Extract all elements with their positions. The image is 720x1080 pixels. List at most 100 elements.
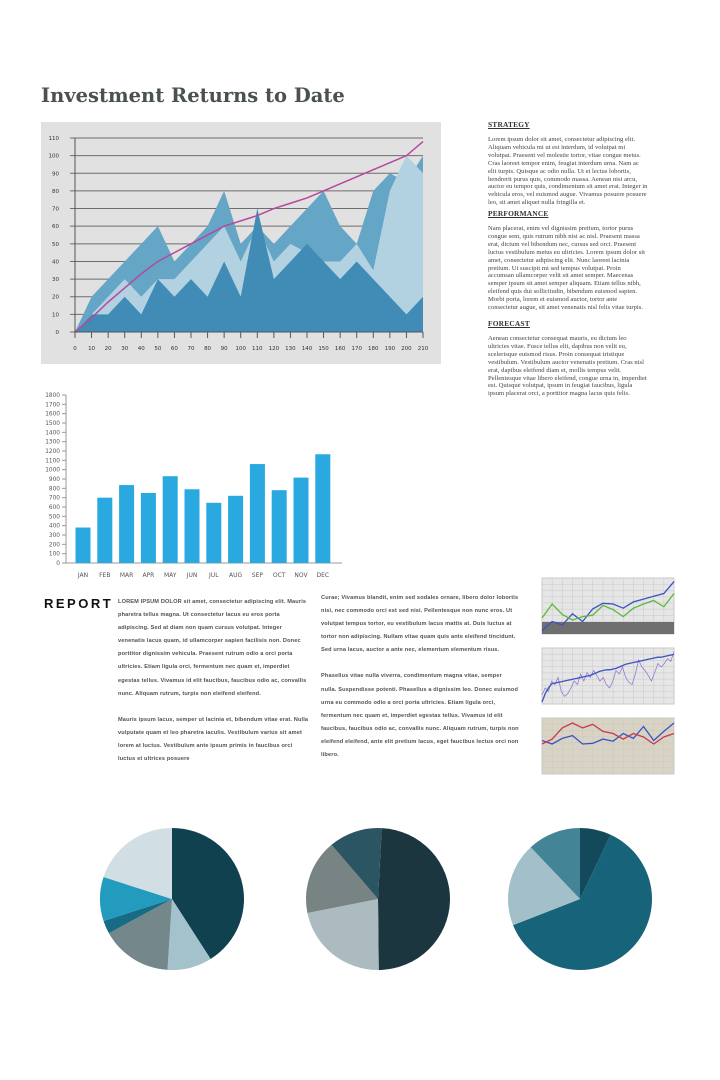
x-tick-label: 70 (188, 346, 195, 352)
y-tick-label: 40 (52, 259, 59, 265)
x-tick-label: 10 (88, 346, 95, 352)
area-chart-panel: 0 10 20 30 40 50 60 70 80 90 100 110 0 10 20 30 40 50 60 70… (41, 122, 441, 364)
y-tick-label: 1800 (45, 393, 60, 399)
line-series-1 (541, 653, 675, 703)
x-tick-label: 80 (204, 346, 211, 352)
y-tick-label: 700 (49, 496, 60, 502)
report-column-2: Curae; Vivamus blandit, enim sed sodales… (321, 592, 519, 775)
line-series-0 (541, 581, 675, 632)
bar-jan (75, 527, 91, 563)
y-tick-label: 100 (49, 154, 60, 160)
bar-sep (249, 464, 265, 563)
bar-may (162, 476, 178, 563)
x-tick-label: 0 (73, 346, 77, 352)
y-tick-label: 1300 (45, 440, 60, 446)
bar-oct (271, 490, 287, 563)
x-tick-label: FEB (99, 572, 110, 579)
report-paragraph: LOREM IPSUM DOLOR sit amet, consectetur … (118, 599, 307, 697)
y-tick-label: 600 (49, 505, 60, 511)
x-tick-label: 40 (138, 346, 145, 352)
y-tick-label: 80 (52, 189, 59, 195)
strategy-text: Lorem ipsum dolor sit amet, consectetur … (488, 136, 648, 207)
report-paragraph: Phasellus vitae nulla viverra, condiment… (321, 673, 519, 759)
y-tick-label: 60 (52, 224, 59, 230)
pie-2-slice-0 (378, 828, 450, 970)
performance-section: PERFORMANCE Nam placerat, enim vel digni… (488, 209, 648, 312)
x-tick-label: OCT (273, 572, 286, 579)
x-tick-label: NOV (294, 572, 308, 579)
y-tick-label: 1500 (45, 421, 60, 427)
y-tick-label: 30 (52, 277, 59, 283)
line-series-1 (541, 722, 675, 745)
y-tick-label: 0 (56, 330, 60, 336)
x-tick-label: 50 (154, 346, 161, 352)
y-tick-label: 400 (49, 524, 60, 530)
mini-line-chart-2 (541, 647, 675, 705)
x-tick-label: 170 (351, 346, 362, 352)
forecast-section: FORECAST Aenean consectetur consequat ma… (488, 319, 648, 398)
y-tick-label: 0 (56, 561, 60, 567)
y-tick-label: 90 (52, 171, 59, 177)
report-column-1: LOREM IPSUM DOLOR sit amet, consectetur … (118, 596, 310, 779)
pie-3-slice-0 (580, 828, 611, 899)
x-tick-label: 20 (105, 346, 112, 352)
y-tick-label: 900 (49, 477, 60, 483)
y-tick-label: 1200 (45, 449, 60, 455)
bar-chart: 0 100 200 300 400 500 600 700 800 900 1000 1100 1200… (45, 393, 342, 579)
forecast-text: Aenean consectetur consequat mauris, eu … (488, 335, 647, 398)
x-tick-label: JUN (186, 572, 198, 579)
pie-3-slice-2 (508, 847, 580, 926)
plot-background (541, 717, 675, 775)
x-tick-label: MAR (120, 572, 133, 579)
line-series-0 (541, 651, 675, 697)
report-paragraph: Curae; Vivamus blandit, enim sed sodales… (321, 595, 519, 654)
y-tick-label: 20 (52, 295, 59, 301)
bar-apr (140, 493, 156, 563)
x-tick-label: 150 (318, 346, 329, 352)
y-tick-label: 300 (49, 533, 60, 539)
bar-mar (119, 485, 135, 563)
x-tick-label: SEP (252, 572, 264, 579)
line-series (74, 140, 424, 333)
y-tick-label: 70 (52, 207, 59, 213)
performance-heading: PERFORMANCE (488, 209, 549, 218)
y-tick-label: 500 (49, 514, 60, 520)
bar-dec (315, 454, 331, 563)
area-series-2 (75, 208, 423, 332)
report-heading: REPORT (44, 596, 114, 611)
x-tick-label: 130 (285, 346, 296, 352)
report-paragraph: Mauris ipsum lacus, semper ut lacinia et… (118, 716, 309, 763)
x-tick-label: 100 (235, 346, 246, 352)
y-tick-label: 10 (52, 312, 59, 318)
shaded-band (542, 622, 674, 634)
line-series-1 (541, 593, 675, 621)
y-tick-label: 100 (49, 552, 60, 558)
y-tick-label: 50 (52, 242, 59, 248)
strategy-heading: STRATEGY (488, 120, 530, 129)
y-tick-label: 1600 (45, 412, 60, 418)
x-tick-label: APR (142, 572, 154, 579)
pie-1-slice-4 (99, 877, 172, 921)
x-tick-label: 200 (401, 346, 412, 352)
x-tick-label: JAN (77, 572, 88, 579)
x-tick-label: 190 (385, 346, 396, 352)
pie-2-slice-3 (331, 828, 382, 899)
x-tick-label: 180 (368, 346, 379, 352)
pie-3-slice-3 (530, 828, 580, 899)
plot-background (541, 647, 675, 705)
y-tick-label: 1100 (45, 458, 60, 464)
pie-1-slice-1 (167, 899, 211, 970)
area-chart: 0 10 20 30 40 50 60 70 80 90 100 110 0 10 20 30 40 50 60 70… (49, 136, 429, 352)
pie-1-slice-3 (103, 899, 172, 934)
performance-text: Nam placerat, enim vel dignissim pretium… (488, 225, 645, 312)
y-tick-label: 110 (49, 136, 60, 142)
bar-nov (293, 477, 309, 563)
pie-1-slice-2 (108, 899, 172, 970)
line-series-0 (541, 722, 675, 745)
bar-aug (228, 495, 244, 563)
bar-jun (184, 489, 200, 563)
x-tick-label: 110 (252, 346, 263, 352)
x-tick-label: MAY (164, 572, 177, 579)
x-tick-label: 30 (121, 346, 128, 352)
pie-2-slice-2 (306, 844, 378, 914)
